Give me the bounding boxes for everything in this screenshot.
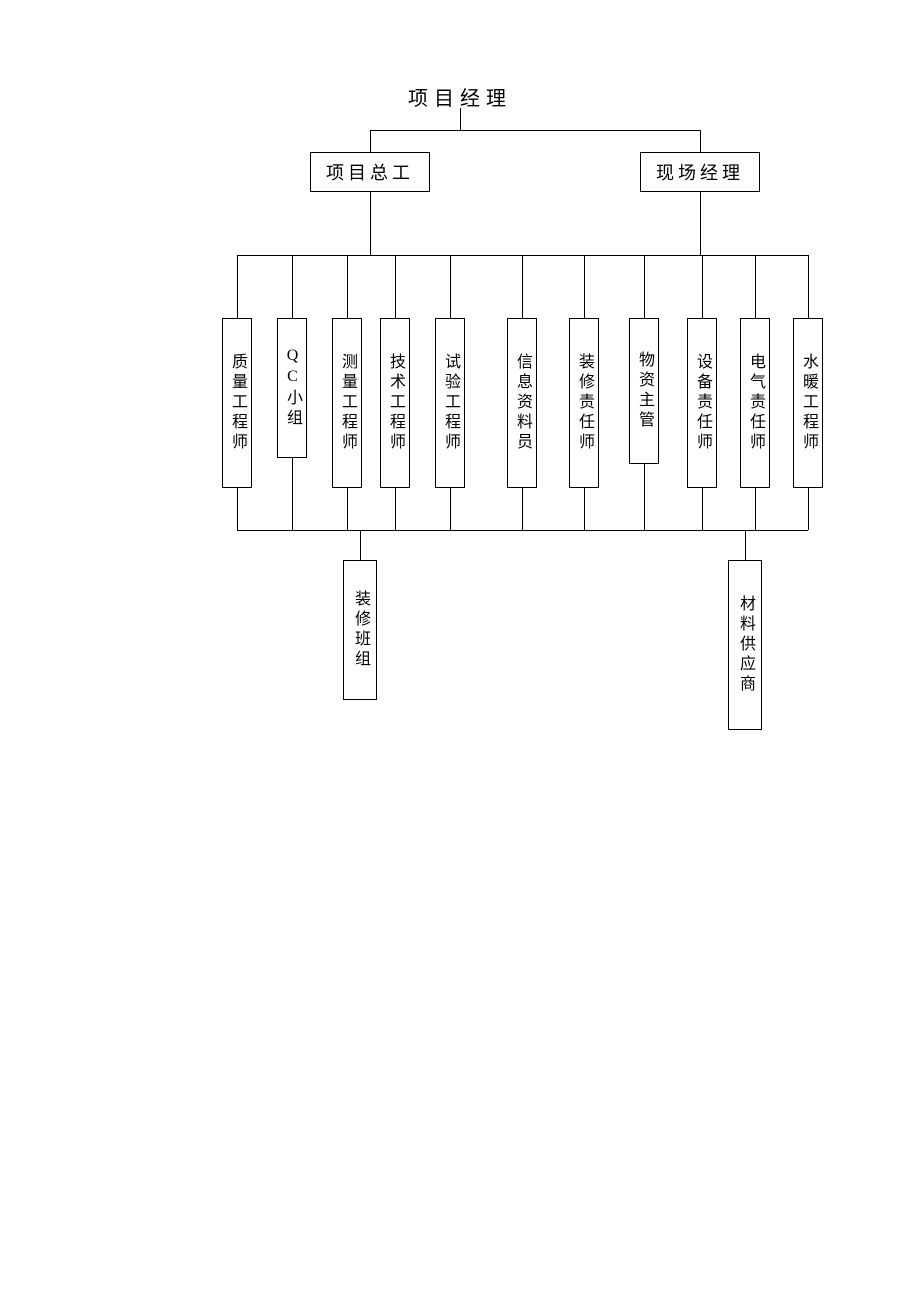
leaf-test-eng: 试验工程师 xyxy=(435,318,465,488)
conn-leaf3-top xyxy=(395,255,396,318)
conn-leaf7-bot xyxy=(644,464,645,530)
conn-bottom0-down xyxy=(360,530,361,560)
conn-lower-hbar xyxy=(237,530,808,531)
leaf-info-clerk: 信息资料员 xyxy=(507,318,537,488)
conn-l2-left-down xyxy=(370,130,371,152)
conn-bottom1-down xyxy=(745,530,746,560)
node-project-chief: 项目总工 xyxy=(310,152,430,192)
leaf-equip-lead: 设备责任师 xyxy=(687,318,717,488)
conn-leaf1-top xyxy=(292,255,293,318)
org-chart: 项目经理 项目总工 现场经理 质量工程师 QC小组 测量工程师 技术工程师 试验… xyxy=(0,0,920,1301)
leaf-plumb-eng: 水暖工程师 xyxy=(793,318,823,488)
bottom-supplier: 材料供应商 xyxy=(728,560,762,730)
bottom-deco-team: 装修班组 xyxy=(343,560,377,700)
conn-leaf2-bot xyxy=(347,488,348,530)
conn-level2-hbar xyxy=(370,130,700,131)
leaf-deco-lead: 装修责任师 xyxy=(569,318,599,488)
conn-leaf8-top xyxy=(702,255,703,318)
conn-leaf9-top xyxy=(755,255,756,318)
conn-leaf10-top xyxy=(808,255,809,318)
leaf-survey-eng: 测量工程师 xyxy=(332,318,362,488)
conn-leaf1-bot xyxy=(292,458,293,530)
conn-title-down xyxy=(460,108,461,130)
node-site-manager: 现场经理 xyxy=(640,152,760,192)
conn-leaf6-top xyxy=(584,255,585,318)
conn-left-stub xyxy=(370,192,371,255)
conn-leaf8-bot xyxy=(702,488,703,530)
conn-leaf0-top xyxy=(237,255,238,318)
conn-leaf6-bot xyxy=(584,488,585,530)
leaf-elec-lead: 电气责任师 xyxy=(740,318,770,488)
conn-leaf9-bot xyxy=(755,488,756,530)
leaf-qc-group: QC小组 xyxy=(277,318,307,458)
conn-leaf10-bot xyxy=(808,488,809,530)
conn-right-stub xyxy=(700,192,701,255)
conn-leaf4-bot xyxy=(450,488,451,530)
conn-leaf4-top xyxy=(450,255,451,318)
conn-l2-right-down xyxy=(700,130,701,152)
leaf-material-mgr: 物资主管 xyxy=(629,318,659,464)
leaf-quality-eng: 质量工程师 xyxy=(222,318,252,488)
conn-leaf0-bot xyxy=(237,488,238,530)
conn-leaf3-bot xyxy=(395,488,396,530)
node-title: 项目经理 xyxy=(400,82,520,111)
conn-leaf5-bot xyxy=(522,488,523,530)
leaf-tech-eng: 技术工程师 xyxy=(380,318,410,488)
conn-leaf5-top xyxy=(522,255,523,318)
conn-leaf7-top xyxy=(644,255,645,318)
conn-leaf2-top xyxy=(347,255,348,318)
